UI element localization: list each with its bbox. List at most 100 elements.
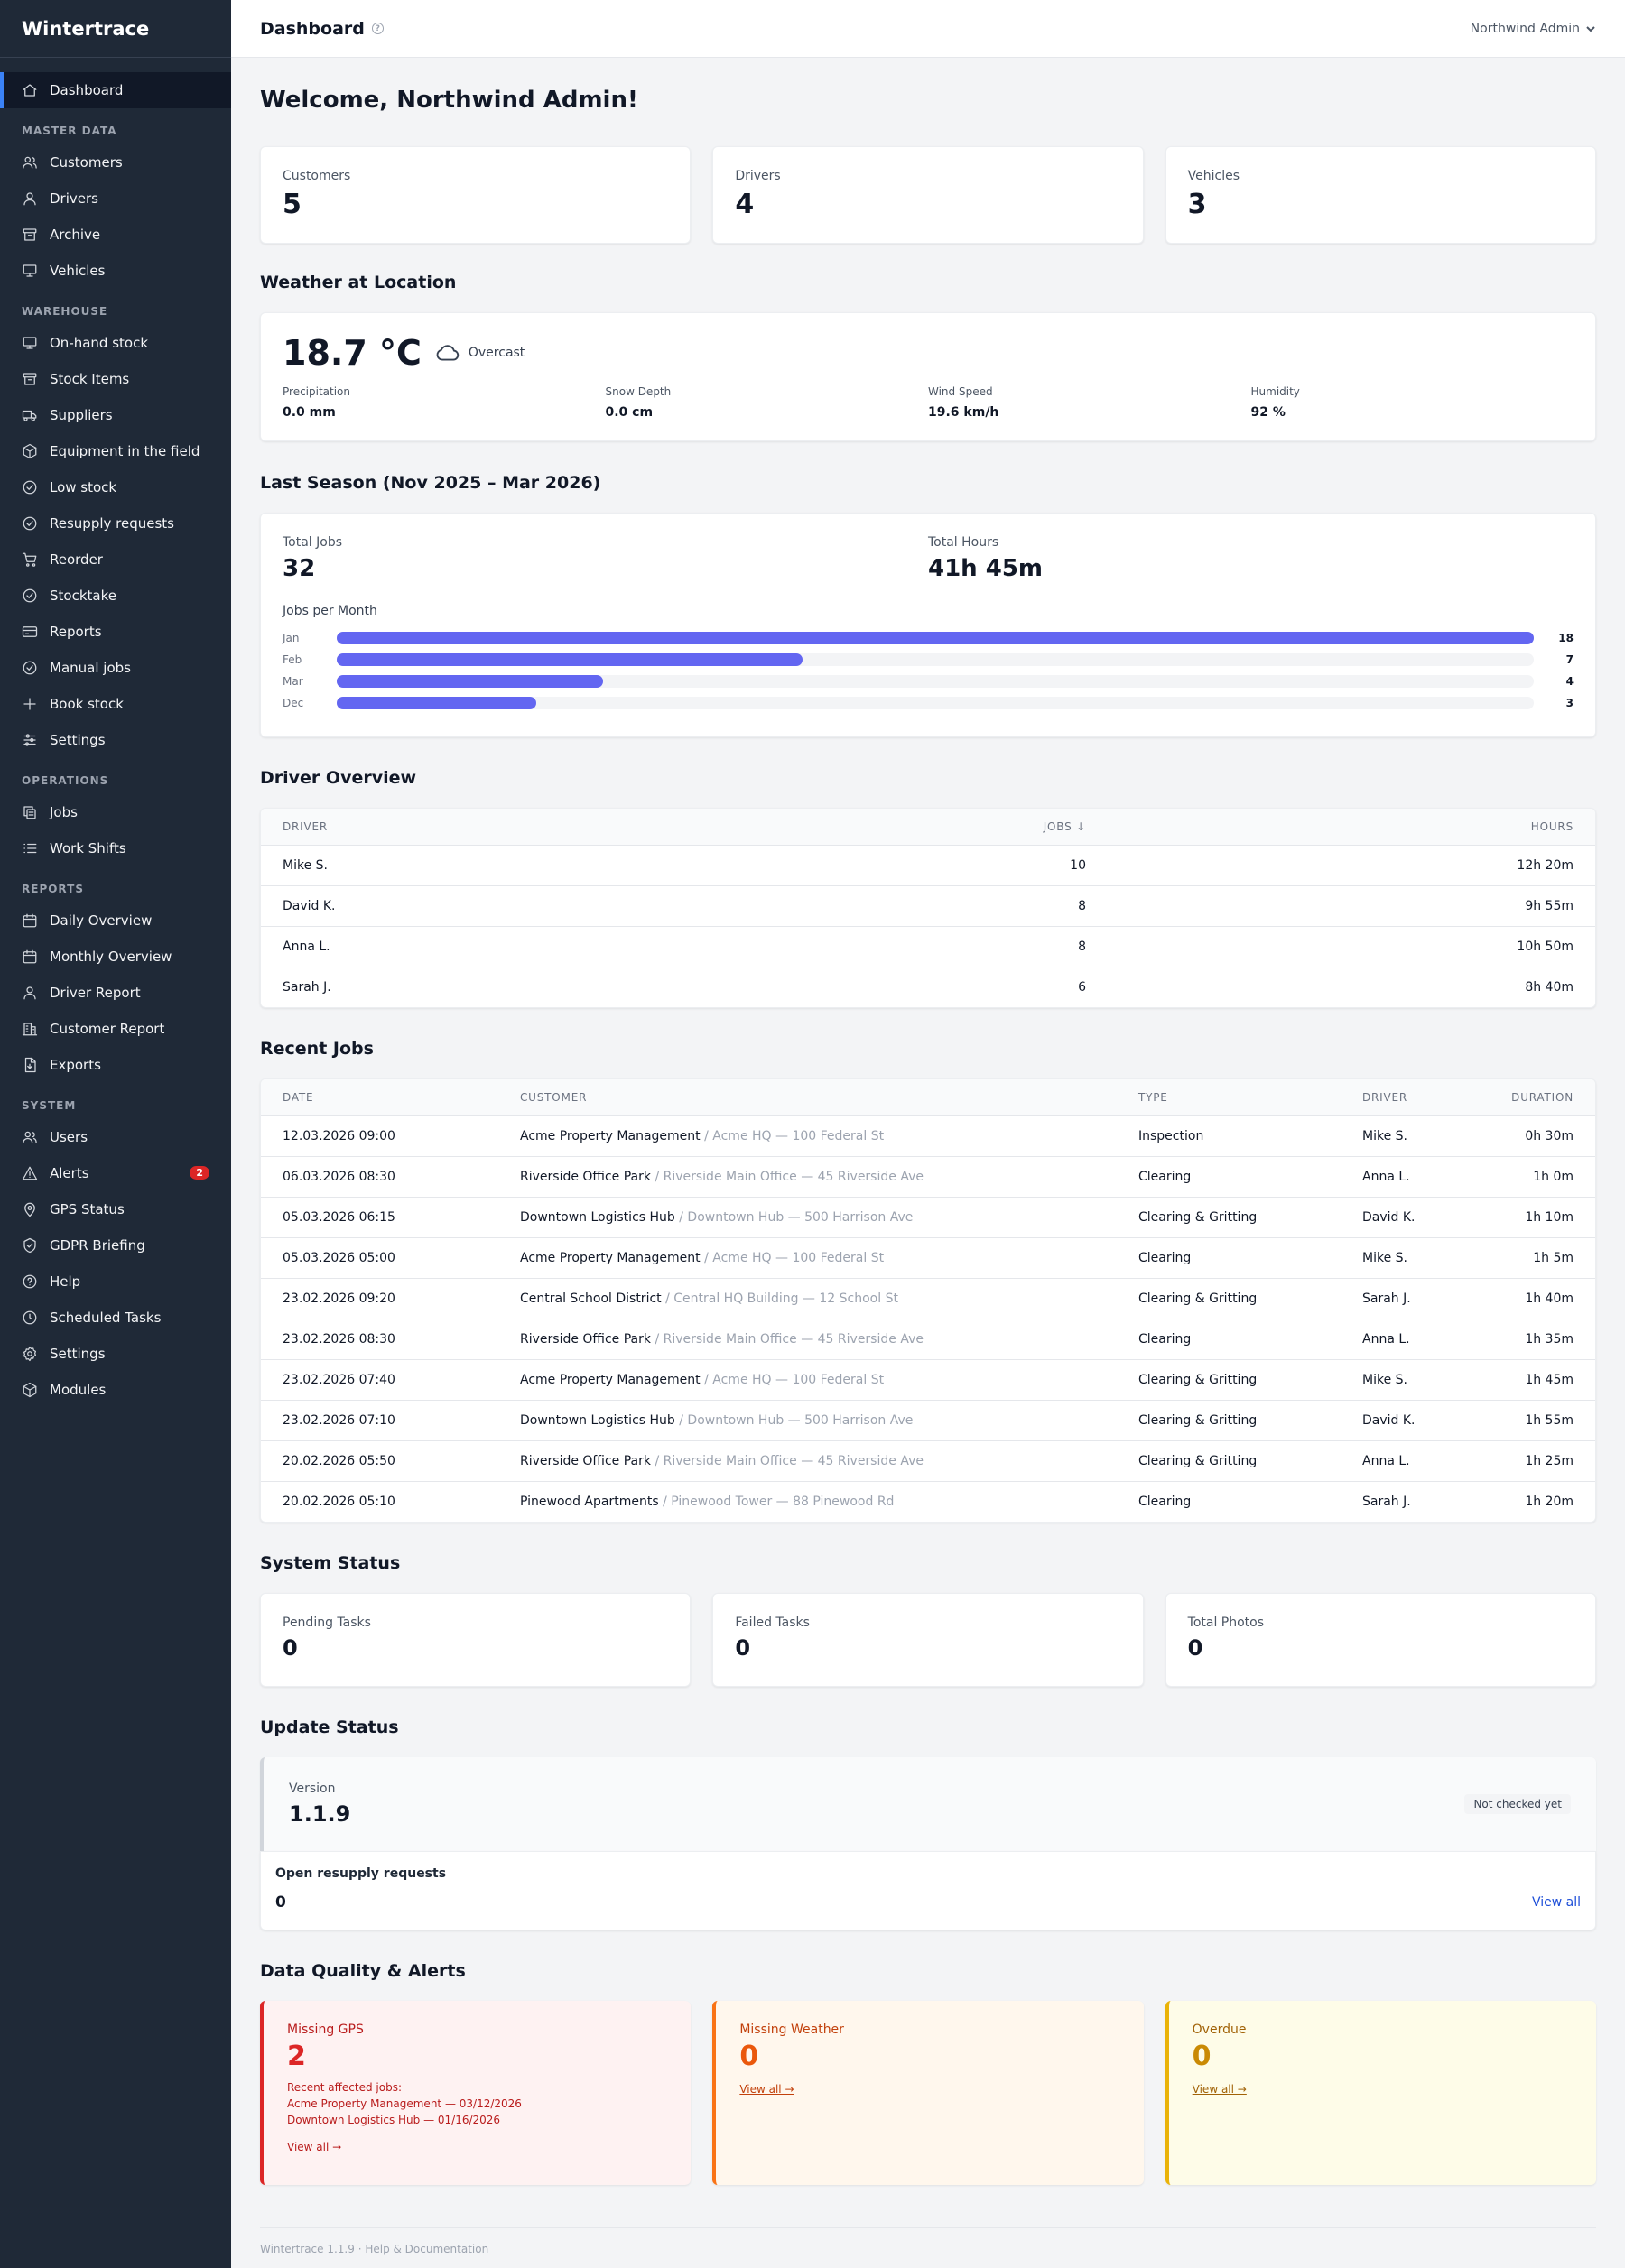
sidebar-item-stock-items[interactable]: Stock Items	[0, 361, 231, 397]
column-header-hours[interactable]: HOURS	[1108, 809, 1595, 846]
job-duration: 1h 45m	[1462, 1359, 1595, 1401]
help-icon	[23, 1274, 37, 1289]
stat-card-vehicles[interactable]: Vehicles 3	[1165, 146, 1596, 244]
bar	[337, 653, 803, 666]
column-header-date[interactable]: DATE	[261, 1079, 498, 1116]
metric-label: Precipitation	[283, 385, 351, 398]
table-row[interactable]: David K. 8 9h 55m	[261, 885, 1595, 927]
sidebar-item-gps-status[interactable]: GPS Status	[0, 1191, 231, 1227]
sidebar-section-title: OPERATIONS	[22, 774, 109, 787]
job-type: Clearing & Gritting	[1117, 1400, 1341, 1441]
column-header-driver[interactable]: DRIVER	[1341, 1079, 1462, 1116]
stat-value: 0	[283, 1635, 298, 1661]
sidebar-item-drivers[interactable]: Drivers	[0, 181, 231, 217]
job-date: 23.02.2026 09:20	[261, 1278, 498, 1319]
view-all-link[interactable]: View all →	[739, 2083, 794, 2096]
sidebar-item-stocktake[interactable]: Stocktake	[0, 578, 231, 614]
job-type: Clearing	[1117, 1237, 1341, 1279]
sidebar-item-book-stock[interactable]: Book stock	[0, 686, 231, 722]
column-header-driver[interactable]: DRIVER	[261, 809, 810, 846]
job-location: / Riverside Main Office — 45 Riverside A…	[655, 1453, 924, 1468]
users-icon	[23, 1131, 37, 1143]
sidebar-item-label: GPS Status	[50, 1201, 125, 1217]
archive-icon	[23, 373, 37, 385]
job-location: / Downtown Hub — 500 Harrison Ave	[679, 1412, 914, 1428]
pin-icon	[24, 1202, 35, 1217]
job-date: 05.03.2026 06:15	[261, 1197, 498, 1238]
version-label: Version	[289, 1782, 336, 1796]
sidebar-item-label: Reports	[50, 624, 102, 640]
sidebar-item-reorder[interactable]: Reorder	[0, 542, 231, 578]
sidebar-item-work-shifts[interactable]: Work Shifts	[0, 830, 231, 866]
sidebar-item-manual-jobs[interactable]: Manual jobs	[0, 650, 231, 686]
sidebar-item-settings[interactable]: Settings	[0, 722, 231, 758]
table-row[interactable]: 05.03.2026 06:15 Downtown Logistics Hub /…	[261, 1197, 1595, 1238]
table-row[interactable]: 23.02.2026 09:20 Central School District …	[261, 1278, 1595, 1319]
sidebar-item-customer-report[interactable]: Customer Report	[0, 1011, 231, 1047]
table-row[interactable]: Mike S. 10 12h 20m	[261, 845, 1595, 886]
sidebar-item-resupply-requests[interactable]: Resupply requests	[0, 505, 231, 542]
table-row[interactable]: Anna L. 8 10h 50m	[261, 926, 1595, 967]
job-customer-cell: Acme Property Management / Acme HQ — 100…	[498, 1359, 1117, 1401]
sidebar-item-vehicles[interactable]: Vehicles	[0, 253, 231, 289]
affected-job[interactable]: Downtown Logistics Hub — 01/16/2026	[287, 2114, 501, 2126]
table-row[interactable]: 06.03.2026 08:30 Riverside Office Park / …	[261, 1156, 1595, 1198]
sidebar-item-suppliers[interactable]: Suppliers	[0, 397, 231, 433]
sidebar-item-monthly-overview[interactable]: Monthly Overview	[0, 939, 231, 975]
app-logo[interactable]: Wintertrace	[0, 0, 231, 58]
building-icon	[22, 1023, 38, 1036]
sidebar-item-equipment-in-the-field[interactable]: Equipment in the field	[0, 433, 231, 469]
table-row[interactable]: 20.02.2026 05:10 Pinewood Apartments / Pi…	[261, 1481, 1595, 1522]
missing-gps-card: Missing GPS 2 Recent affected jobs: Acme…	[260, 2001, 692, 2185]
job-driver: Sarah J.	[1362, 1494, 1411, 1509]
affected-job[interactable]: Acme Property Management — 03/12/2026	[287, 2097, 522, 2110]
sidebar-item-modules[interactable]: Modules	[0, 1372, 231, 1408]
view-all-resupply-link[interactable]: View all	[1531, 1895, 1581, 1910]
sidebar-item-driver-report[interactable]: Driver Report	[0, 975, 231, 1011]
table-row[interactable]: 23.02.2026 07:40 Acme Property Management…	[261, 1359, 1595, 1401]
sidebar-item-customers[interactable]: Customers	[0, 144, 231, 181]
sidebar-item-low-stock[interactable]: Low stock	[0, 469, 231, 505]
table-row[interactable]: Sarah J. 6 8h 40m	[261, 967, 1595, 1007]
sidebar-item-archive[interactable]: Archive	[0, 217, 231, 253]
view-all-link[interactable]: View all →	[1192, 2083, 1247, 2096]
sidebar-item-reports[interactable]: Reports	[0, 614, 231, 650]
sidebar-item-exports[interactable]: Exports	[0, 1047, 231, 1083]
column-header-type[interactable]: TYPE	[1117, 1079, 1341, 1116]
job-customer-cell: Riverside Office Park / Riverside Main O…	[498, 1156, 1117, 1198]
job-location: / Acme HQ — 100 Federal St	[704, 1372, 885, 1387]
table-row[interactable]: 05.03.2026 05:00 Acme Property Management…	[261, 1237, 1595, 1279]
shield-icon	[23, 1237, 36, 1254]
sidebar-item-scheduled-tasks[interactable]: Scheduled Tasks	[0, 1300, 231, 1336]
job-customer: Riverside Office Park	[520, 1169, 651, 1184]
table-row[interactable]: 20.02.2026 05:50 Riverside Office Park / …	[261, 1440, 1595, 1482]
bar-value: 7	[1565, 653, 1574, 666]
job-duration: 1h 10m	[1462, 1197, 1595, 1238]
sidebar-item-dashboard[interactable]: Dashboard	[0, 72, 231, 108]
sidebar-item-users[interactable]: Users	[0, 1119, 231, 1155]
stat-card-drivers[interactable]: Drivers 4	[712, 146, 1144, 244]
column-header-jobs[interactable]: JOBS ↓	[810, 809, 1108, 846]
sidebar-item-daily-overview[interactable]: Daily Overview	[0, 903, 231, 939]
table-row[interactable]: 12.03.2026 09:00 Acme Property Management…	[261, 1115, 1595, 1157]
view-all-link[interactable]: View all →	[287, 2141, 342, 2153]
sidebar-item-settings[interactable]: Settings	[0, 1336, 231, 1372]
metric-value: 92 %	[1250, 405, 1286, 420]
job-customer-cell: Downtown Logistics Hub / Downtown Hub — …	[498, 1197, 1117, 1238]
sidebar-item-gdpr-briefing[interactable]: GDPR Briefing	[0, 1227, 231, 1264]
column-header-customer[interactable]: CUSTOMER	[498, 1079, 1117, 1116]
footer-text[interactable]: Wintertrace 1.1.9 · Help & Documentation	[260, 2243, 489, 2255]
calendar-icon	[23, 913, 37, 928]
column-header-duration[interactable]: DURATION	[1462, 1079, 1595, 1116]
stat-card-customers[interactable]: Customers 5	[260, 146, 692, 244]
help-icon[interactable]: ?	[371, 23, 384, 34]
user-menu[interactable]: Northwind Admin	[1471, 22, 1596, 36]
sidebar-item-help[interactable]: Help	[0, 1264, 231, 1300]
sidebar-item-alerts[interactable]: Alerts 2	[0, 1155, 231, 1191]
table-row[interactable]: 23.02.2026 07:10 Downtown Logistics Hub /…	[261, 1400, 1595, 1441]
table-row[interactable]: 23.02.2026 08:30 Riverside Office Park / …	[261, 1319, 1595, 1360]
sidebar-item-on-hand-stock[interactable]: On-hand stock	[0, 325, 231, 361]
job-date: 23.02.2026 07:40	[261, 1359, 498, 1401]
sidebar-item-label: GDPR Briefing	[50, 1237, 145, 1254]
sidebar-item-jobs[interactable]: Jobs	[0, 794, 231, 830]
